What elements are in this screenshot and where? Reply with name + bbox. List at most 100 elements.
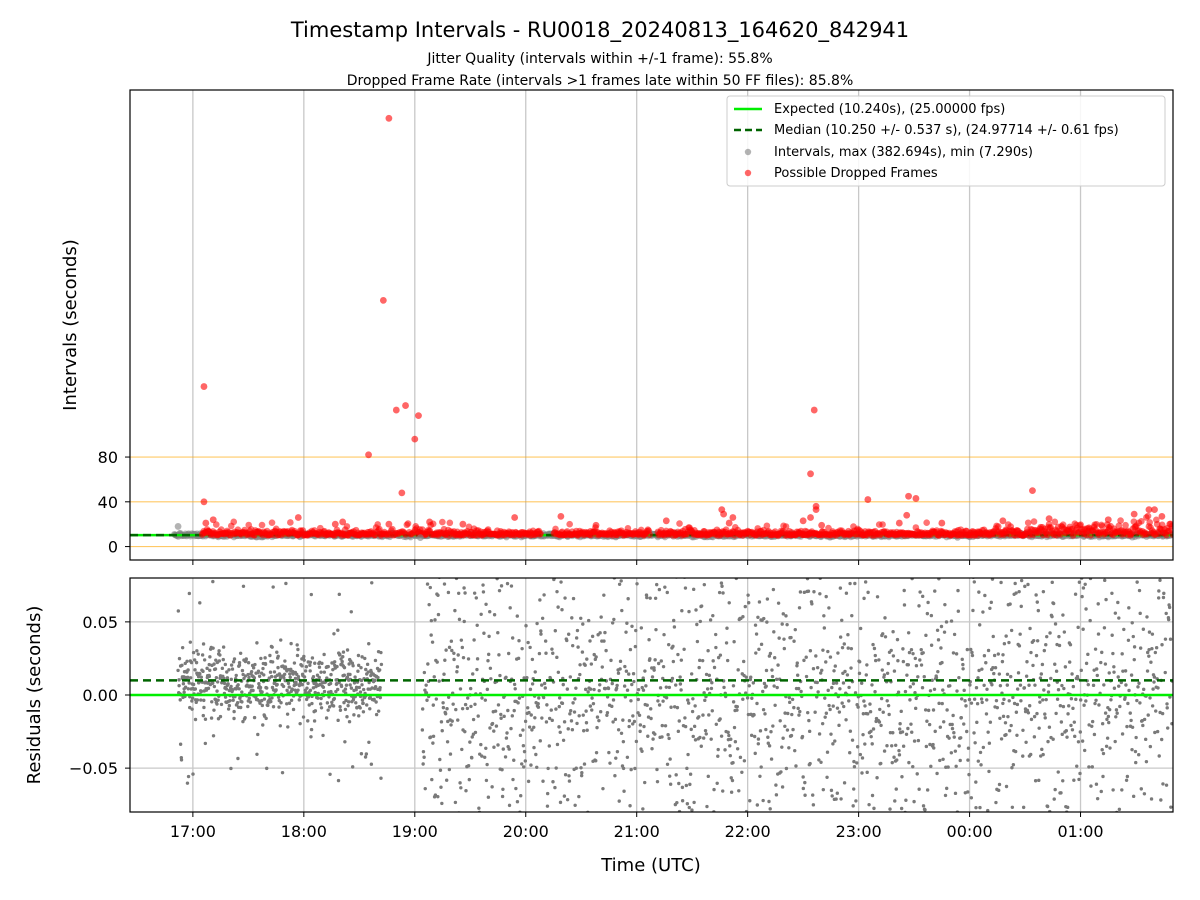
residual-point [906, 726, 910, 731]
residual-point [692, 800, 696, 805]
residual-point [1007, 729, 1012, 733]
residual-point [684, 783, 689, 788]
residual-point [969, 701, 974, 705]
residual-point [706, 774, 710, 779]
residual-point [282, 676, 286, 680]
residual-point [1037, 778, 1041, 783]
residual-point [668, 757, 672, 761]
residual-point [572, 710, 577, 714]
residual-point [686, 698, 690, 702]
residual-point [539, 629, 543, 633]
residual-point [188, 676, 193, 680]
residual-point [648, 657, 652, 661]
residual-point [806, 589, 811, 593]
dropped-frame-point [1098, 522, 1106, 530]
residual-point [306, 719, 310, 723]
residuals-panel: −0.050.000.05 17:00 18:00 19:00 20:00 21:00 2… [24, 577, 1174, 876]
residual-point [716, 754, 720, 758]
residual-point [852, 759, 856, 764]
residual-point [497, 653, 501, 657]
residual-point [677, 719, 681, 723]
residual-point [215, 680, 220, 684]
residual-point [270, 696, 274, 700]
residual-point [646, 734, 650, 738]
residual-point [671, 644, 675, 649]
residual-point [872, 806, 876, 811]
residual-point [603, 630, 607, 635]
residual-point [680, 799, 685, 803]
residual-point [838, 687, 842, 691]
residual-point [442, 672, 446, 676]
residual-point [656, 699, 660, 703]
residual-point [346, 703, 350, 708]
residual-point [286, 681, 291, 686]
residual-point [764, 684, 768, 688]
residual-point [545, 804, 550, 808]
residual-point [840, 645, 845, 650]
residual-point [518, 733, 523, 738]
residual-point [835, 706, 840, 710]
residual-point [562, 794, 567, 798]
residual-point [1005, 672, 1010, 676]
intervals-y-tick-label: 40 [98, 493, 118, 512]
dropped-frame-point [1117, 517, 1124, 524]
residual-point [1087, 723, 1091, 727]
residual-point [745, 696, 750, 700]
residual-point [278, 724, 282, 728]
residual-point [363, 755, 368, 759]
residual-point [896, 690, 901, 694]
residual-point [978, 750, 983, 755]
residual-point [420, 728, 425, 732]
residual-point [1031, 638, 1036, 643]
dropped-frame-outlier [365, 451, 372, 459]
residual-point [310, 701, 314, 706]
residual-point [903, 689, 908, 694]
residual-point [223, 695, 228, 699]
residual-point [647, 638, 651, 642]
residual-point [885, 699, 889, 703]
residual-point [574, 686, 578, 690]
residual-point [568, 712, 572, 716]
residual-point [891, 731, 895, 735]
residual-point [288, 675, 292, 679]
dropped-frame-point [446, 519, 454, 527]
residual-point [592, 652, 596, 657]
residual-point [445, 740, 450, 744]
residual-point [498, 673, 502, 678]
residual-point [533, 670, 537, 674]
residual-point [1082, 703, 1086, 707]
dropped-frame-point [782, 523, 790, 530]
residual-point [685, 766, 689, 771]
residual-point [474, 596, 478, 600]
residual-point [373, 684, 378, 689]
dropped-frame-outlier [459, 520, 467, 528]
residual-point [947, 736, 951, 740]
residual-point [176, 668, 180, 673]
residual-point [735, 747, 740, 751]
residual-point [504, 675, 508, 679]
residual-point [966, 746, 971, 750]
residual-point [285, 688, 289, 693]
dropped-frame-point [1093, 520, 1100, 528]
residual-point [755, 803, 760, 807]
residual-point [446, 719, 450, 724]
residual-point [938, 725, 943, 729]
residual-point [297, 698, 301, 702]
residual-point [199, 689, 204, 694]
residual-point [667, 685, 672, 690]
residual-point [356, 653, 361, 658]
residual-point [1081, 586, 1086, 590]
residual-point [881, 710, 885, 714]
dropped-frame-outlier [807, 514, 814, 521]
dropped-frame-outlier [1158, 512, 1166, 520]
residual-point [217, 659, 222, 663]
residual-point [368, 695, 372, 700]
residual-point [427, 602, 431, 607]
residual-point [914, 696, 918, 701]
residual-point [240, 690, 244, 694]
residual-point [731, 700, 736, 704]
residual-point [723, 748, 727, 752]
residual-point [863, 704, 867, 708]
residual-point [644, 593, 649, 597]
residual-point [277, 705, 281, 709]
